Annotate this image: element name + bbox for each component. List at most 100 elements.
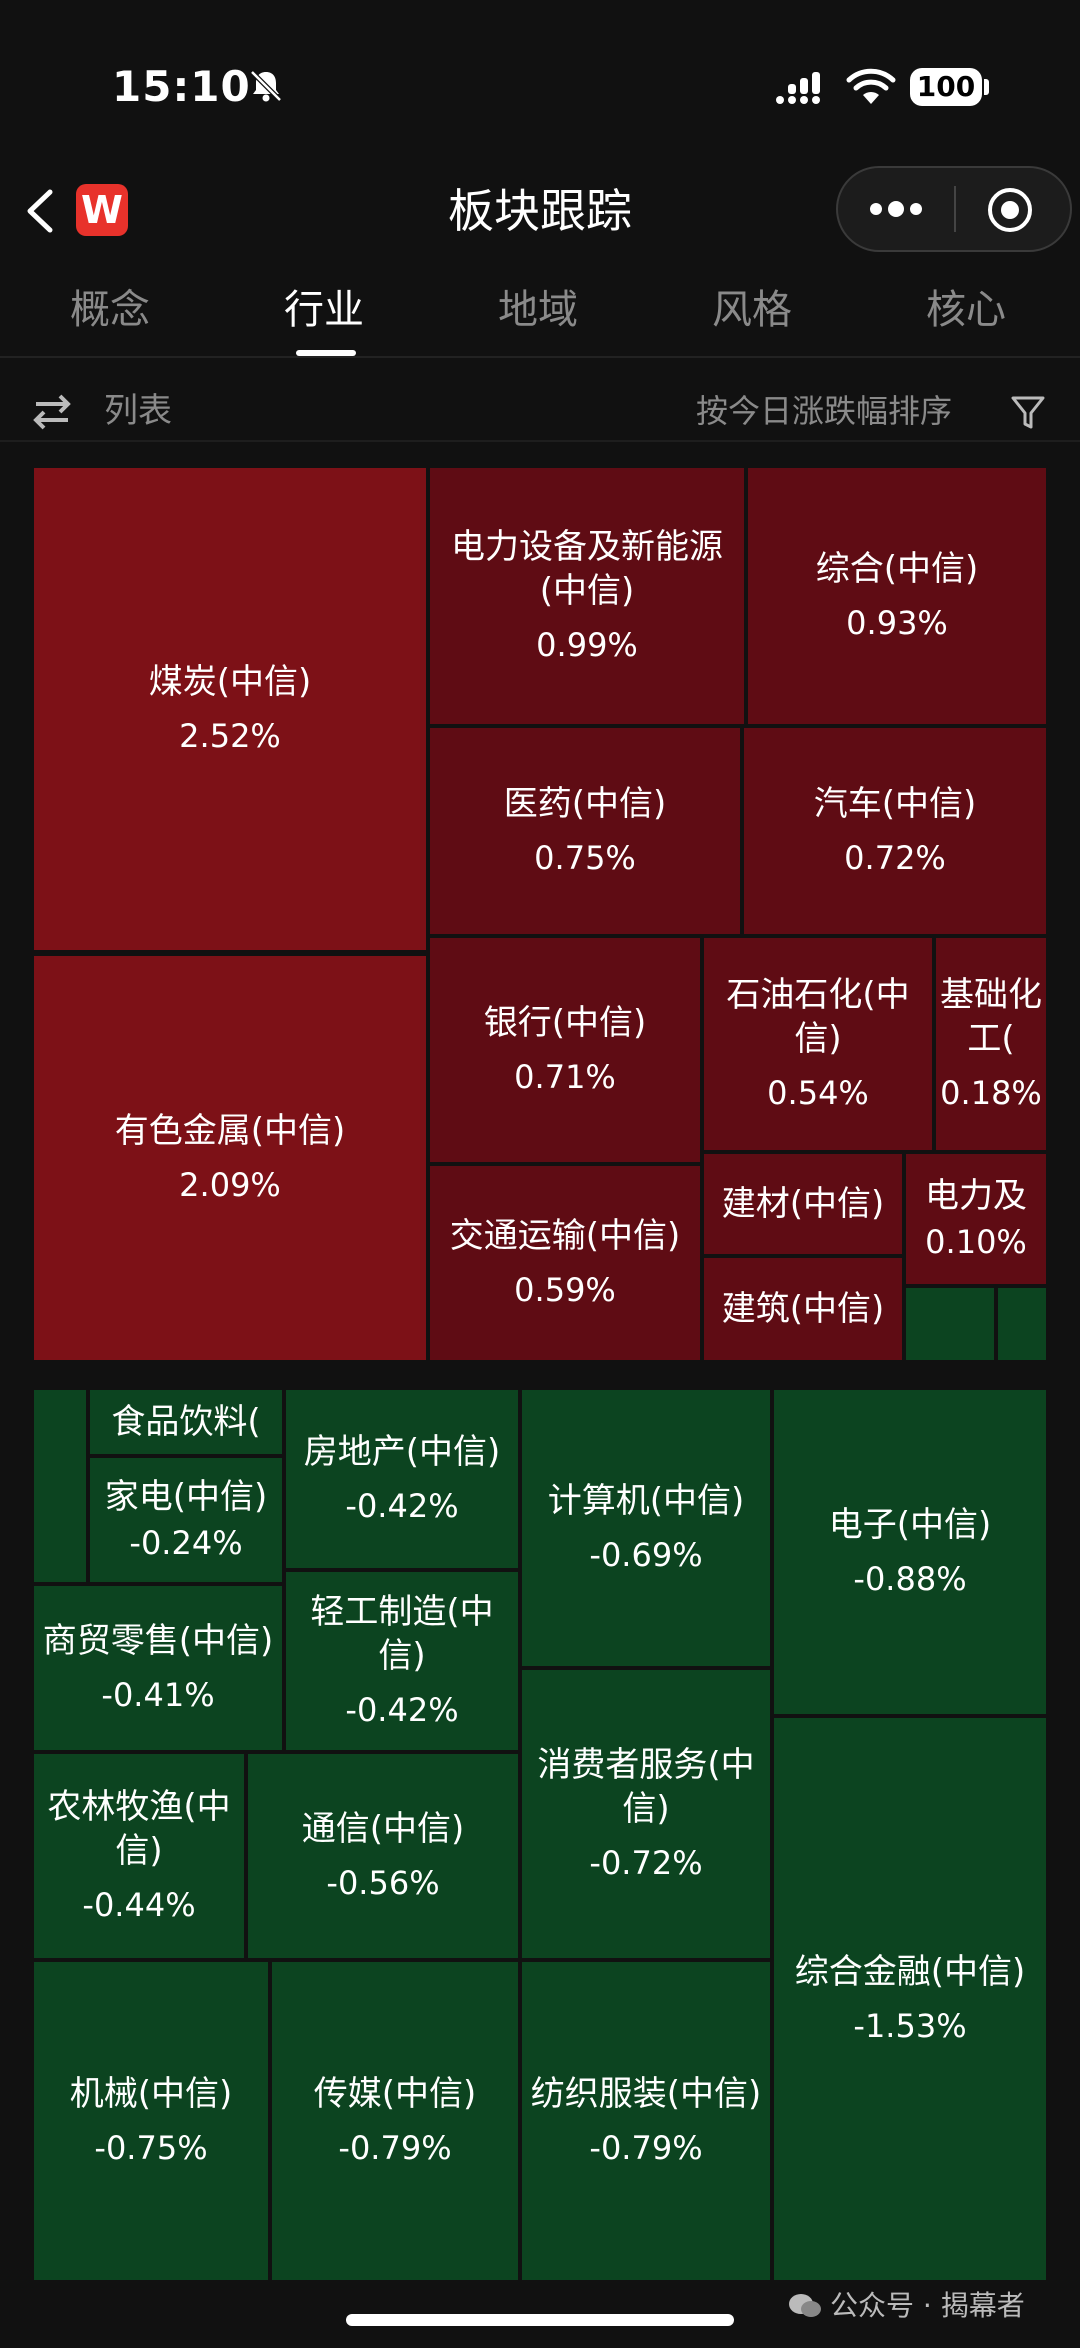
sector-tile-transport[interactable]: 交通运输(中信) 0.59%: [430, 1166, 700, 1360]
sector-tile-pharma[interactable]: 医药(中信) 0.75%: [430, 728, 740, 934]
sector-tile-nonferrous[interactable]: 有色金属(中信) 2.09%: [34, 956, 426, 1360]
sector-name: 机械(中信): [69, 2074, 233, 2114]
sector-tile-light-industry[interactable]: 轻工制造(中信) -0.42%: [286, 1572, 518, 1750]
sector-change: 2.52%: [179, 717, 281, 755]
sector-change: -0.56%: [326, 1864, 440, 1902]
sector-tile-retail[interactable]: 商贸零售(中信) -0.41%: [34, 1586, 282, 1750]
sector-tile-chemical[interactable]: 基础化工( 0.18%: [936, 938, 1046, 1150]
status-time: 15:10: [112, 62, 251, 111]
sector-tile-financial[interactable]: 综合金融(中信) -1.53%: [774, 1718, 1046, 2280]
sector-change: 0.54%: [767, 1074, 869, 1112]
sector-tile-computer[interactable]: 计算机(中信) -0.69%: [522, 1390, 770, 1666]
toolbar-divider: [0, 440, 1080, 442]
sector-tile-bank[interactable]: 银行(中信) 0.71%: [430, 938, 700, 1162]
sector-tile-textile[interactable]: 纺织服装(中信) -0.79%: [522, 1962, 770, 2280]
close-target-icon[interactable]: [986, 186, 1034, 234]
sector-change: 0.71%: [514, 1058, 616, 1096]
tab-region[interactable]: 地域: [498, 287, 578, 333]
app-logo: W: [76, 184, 128, 236]
sector-name: 综合(中信): [815, 549, 979, 589]
sector-name: 房地产(中信): [303, 1432, 501, 1472]
sector-name: 电力及: [925, 1176, 1027, 1216]
sector-change: -1.53%: [853, 2007, 967, 2045]
sector-tile-agriculture[interactable]: 农林牧渔(中信) -0.44%: [34, 1754, 244, 1958]
sector-change: 0.75%: [534, 839, 636, 877]
sector-tile-power-equipment[interactable]: 电力设备及新能源(中信) 0.99%: [430, 468, 744, 724]
battery-tip: [984, 79, 989, 95]
sector-name: 电子(中信): [828, 1505, 992, 1545]
sector-tile-unlabeled[interactable]: [34, 1390, 86, 1582]
sector-change: 2.09%: [179, 1166, 281, 1204]
tab-style[interactable]: 风格: [712, 287, 792, 333]
sector-tile-consumer-services[interactable]: 消费者服务(中信) -0.72%: [522, 1670, 770, 1958]
sector-change: 0.93%: [846, 604, 948, 642]
sector-change: 0.72%: [844, 839, 946, 877]
tab-concept[interactable]: 概念: [70, 287, 150, 333]
list-view-toggle[interactable]: 列表: [104, 391, 172, 431]
sector-name: 建材(中信): [721, 1184, 885, 1224]
capsule-divider: [954, 186, 956, 232]
sector-change: -0.79%: [589, 2129, 703, 2167]
sector-tile-composite[interactable]: 综合(中信) 0.93%: [748, 468, 1046, 724]
sector-tile-small-down[interactable]: [906, 1288, 994, 1360]
sector-tile-petrochem[interactable]: 石油石化(中信) 0.54%: [704, 938, 932, 1150]
sector-name: 计算机(中信): [547, 1481, 745, 1521]
sector-tile-small-down[interactable]: [998, 1288, 1046, 1360]
sector-tile-electronics[interactable]: 电子(中信) -0.88%: [774, 1390, 1046, 1714]
sector-name: 轻工制造(中信): [310, 1592, 494, 1676]
sort-option[interactable]: 按今日涨跌幅排序: [696, 392, 953, 430]
sector-change: -0.24%: [129, 1524, 243, 1562]
sector-name: 综合金融(中信): [794, 1952, 1026, 1992]
sector-change: -0.41%: [101, 1676, 215, 1714]
sector-change: -0.42%: [345, 1691, 459, 1729]
more-dots-icon[interactable]: [868, 194, 924, 224]
tab-industry[interactable]: 行业: [284, 287, 364, 333]
sector-tile-building-materials[interactable]: 建材(中信): [704, 1154, 902, 1254]
sector-name: 家电(中信): [104, 1477, 268, 1517]
sector-name: 银行(中信): [483, 1003, 647, 1043]
back-chevron-icon[interactable]: [22, 186, 56, 236]
swap-view-icon[interactable]: [32, 392, 72, 432]
sector-name: 食品饮料(: [111, 1402, 261, 1442]
sector-change: 0.59%: [514, 1271, 616, 1309]
sector-tile-food-beverage[interactable]: 食品饮料(: [90, 1390, 282, 1454]
sector-tile-machinery[interactable]: 机械(中信) -0.75%: [34, 1962, 268, 2280]
sector-tile-telecom[interactable]: 通信(中信) -0.56%: [248, 1754, 518, 1958]
sector-name: 交通运输(中信): [449, 1216, 681, 1256]
sector-change: -0.72%: [589, 1844, 703, 1882]
wifi-icon: [846, 68, 896, 104]
sector-name: 通信(中信): [301, 1809, 465, 1849]
page-title: 板块跟踪: [448, 184, 632, 238]
sector-name: 电力设备及新能源(中信): [451, 527, 723, 611]
sector-name: 有色金属(中信): [114, 1111, 346, 1151]
sector-change: 0.99%: [536, 626, 638, 664]
sector-tile-real-estate[interactable]: 房地产(中信) -0.42%: [286, 1390, 518, 1568]
sector-name: 医药(中信): [503, 784, 667, 824]
tab-divider: [0, 356, 1080, 358]
sector-tile-media[interactable]: 传媒(中信) -0.79%: [272, 1962, 518, 2280]
tab-core[interactable]: 核心: [926, 287, 1006, 333]
sector-name: 建筑(中信): [721, 1289, 885, 1329]
home-indicator[interactable]: [346, 2314, 734, 2326]
sector-name: 汽车(中信): [813, 784, 977, 824]
sector-change: -0.79%: [338, 2129, 452, 2167]
sector-tile-auto[interactable]: 汽车(中信) 0.72%: [744, 728, 1046, 934]
sector-name: 传媒(中信): [313, 2074, 477, 2114]
sector-change: 0.10%: [925, 1223, 1027, 1261]
sector-tile-construction[interactable]: 建筑(中信): [704, 1258, 902, 1360]
sector-change: 0.18%: [940, 1074, 1042, 1112]
sector-name: 商贸零售(中信): [42, 1621, 274, 1661]
sector-change: -0.88%: [853, 1560, 967, 1598]
sector-tile-power[interactable]: 电力及 0.10%: [906, 1154, 1046, 1284]
sector-name: 纺织服装(中信): [530, 2074, 762, 2114]
sector-change: -0.42%: [345, 1487, 459, 1525]
active-tab-indicator: [296, 350, 356, 356]
bell-off-icon: [250, 70, 282, 102]
filter-icon[interactable]: [1010, 394, 1046, 432]
sector-name: 煤炭(中信): [148, 662, 312, 702]
sector-tile-appliance[interactable]: 家电(中信) -0.24%: [90, 1458, 282, 1582]
sector-tile-coal[interactable]: 煤炭(中信) 2.52%: [34, 468, 426, 950]
battery-indicator: 100: [910, 68, 982, 106]
sector-name: 基础化工(: [940, 975, 1042, 1059]
sector-change: -0.69%: [589, 1536, 703, 1574]
